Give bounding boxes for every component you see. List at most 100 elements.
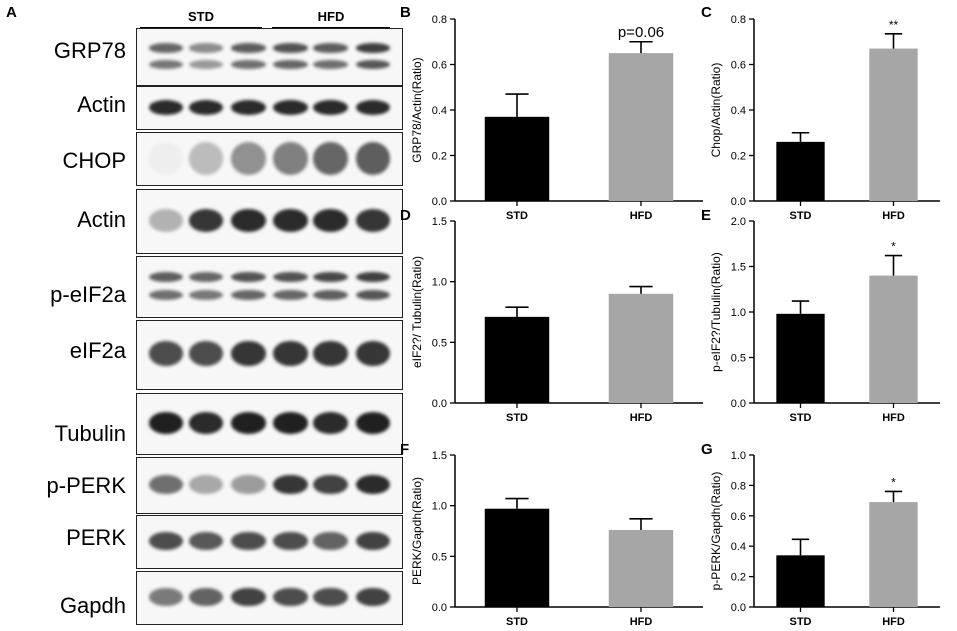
blot-label-eif2a: eIF2a [69,338,126,363]
blot-label-chop: CHOP [62,148,126,173]
blot-band [355,531,391,551]
blot-label-grp78: GRP78 [53,38,126,63]
y-tick-label: 0.0 [432,602,447,614]
y-tick-label: 0.5 [432,337,447,349]
blot-image-gapdh [136,571,403,625]
blot-band [188,341,224,366]
panel-letter-b: B [400,4,411,21]
bar-hfd [869,275,918,403]
x-tick-label: STD [790,616,812,628]
blot-band [231,587,266,607]
blot-image-p-eif2a [136,256,403,318]
blot-band [313,208,348,232]
blot-label-p-eif2a: p-eIF2a [50,282,126,307]
blot-band [148,531,184,551]
y-tick-label: 0.6 [731,60,746,72]
blot-band [273,142,308,175]
y-tick-label: 1.0 [432,501,447,513]
y-axis-label: GRP78/Actin(Ratio) [410,57,424,162]
y-tick-label: 0.4 [432,105,447,117]
blot-band [231,474,266,495]
blot-band [355,341,391,366]
significance-annotation: ** [889,18,899,32]
blot-band [188,59,224,70]
blot-band [188,290,224,301]
x-tick-label: STD [506,210,528,222]
blot-band [231,43,266,53]
y-tick-label: 0.0 [731,398,746,410]
blot-band [188,43,224,53]
blot-image-p-perk [136,457,403,514]
blot-band [313,43,348,53]
blot-band [313,412,348,434]
blot-band [355,272,391,283]
blot-band [148,341,184,366]
group-label-std: STD [188,9,214,24]
bar-hfd [608,529,674,607]
x-tick-label: HFD [630,210,653,222]
blot-band [188,474,224,495]
blot-band [148,43,184,53]
blot-band [231,142,266,175]
blot-band [148,59,184,70]
blot-band [148,272,184,283]
panel-letter-c: C [701,4,712,21]
y-tick-label: 0.2 [432,151,447,163]
panel-a-letter: A [6,4,17,21]
blot-band [273,272,308,283]
group-line-hfd [272,27,390,29]
blot-band [273,341,308,366]
blot-band [231,412,266,434]
blot-image-tubulin [136,393,403,455]
y-axis-label: p-eIF2?/Tubulin(Ratio) [709,252,723,372]
significance-annotation: * [891,475,896,489]
significance-annotation: p=0.06 [618,24,664,41]
blot-band [355,290,391,301]
blot-image-chop [136,132,403,186]
y-tick-label: 0.5 [731,353,746,365]
significance-annotation: * [891,240,896,254]
blot-band [148,142,184,175]
blot-band [231,531,266,551]
blot-band [148,474,184,495]
blot-band [313,290,348,301]
bar-std [776,313,825,403]
blot-band [355,474,391,495]
x-tick-label: STD [506,616,528,628]
blot-band [148,412,184,434]
y-tick-label: 0.5 [432,551,447,563]
blot-band [273,208,308,232]
blot-band [148,208,184,232]
blot-band [188,412,224,434]
blot-image-eif2a [136,320,403,390]
bar-std [484,508,550,607]
bar-std [484,116,550,201]
blot-band [231,290,266,301]
blot-band [273,290,308,301]
group-label-hfd: HFD [317,9,345,24]
blot-band [273,587,308,607]
blot-band [355,587,391,607]
blot-band [148,99,184,115]
blot-label-actin: Actin [77,92,126,117]
y-tick-label: 0.0 [432,398,447,410]
blot-band [188,272,224,283]
y-tick-label: 0.0 [731,602,746,614]
blot-label-gapdh: Gapdh [59,593,126,618]
y-tick-label: 1.0 [731,450,746,462]
y-tick-label: 1.5 [432,450,447,462]
group-line-std [140,27,262,29]
y-axis-label: PERK/Gapdh(Ratio) [410,477,424,585]
blot-band [231,59,266,70]
blot-band [188,531,224,551]
blot-band [355,208,391,232]
bar-hfd [869,48,918,202]
blot-band [355,59,391,70]
blot-band [188,99,224,115]
blot-band [148,290,184,301]
blot-image-actin [136,189,403,254]
panel-letter-d: D [400,207,411,224]
panel-letter-f: F [400,441,410,458]
blot-band [231,341,266,366]
